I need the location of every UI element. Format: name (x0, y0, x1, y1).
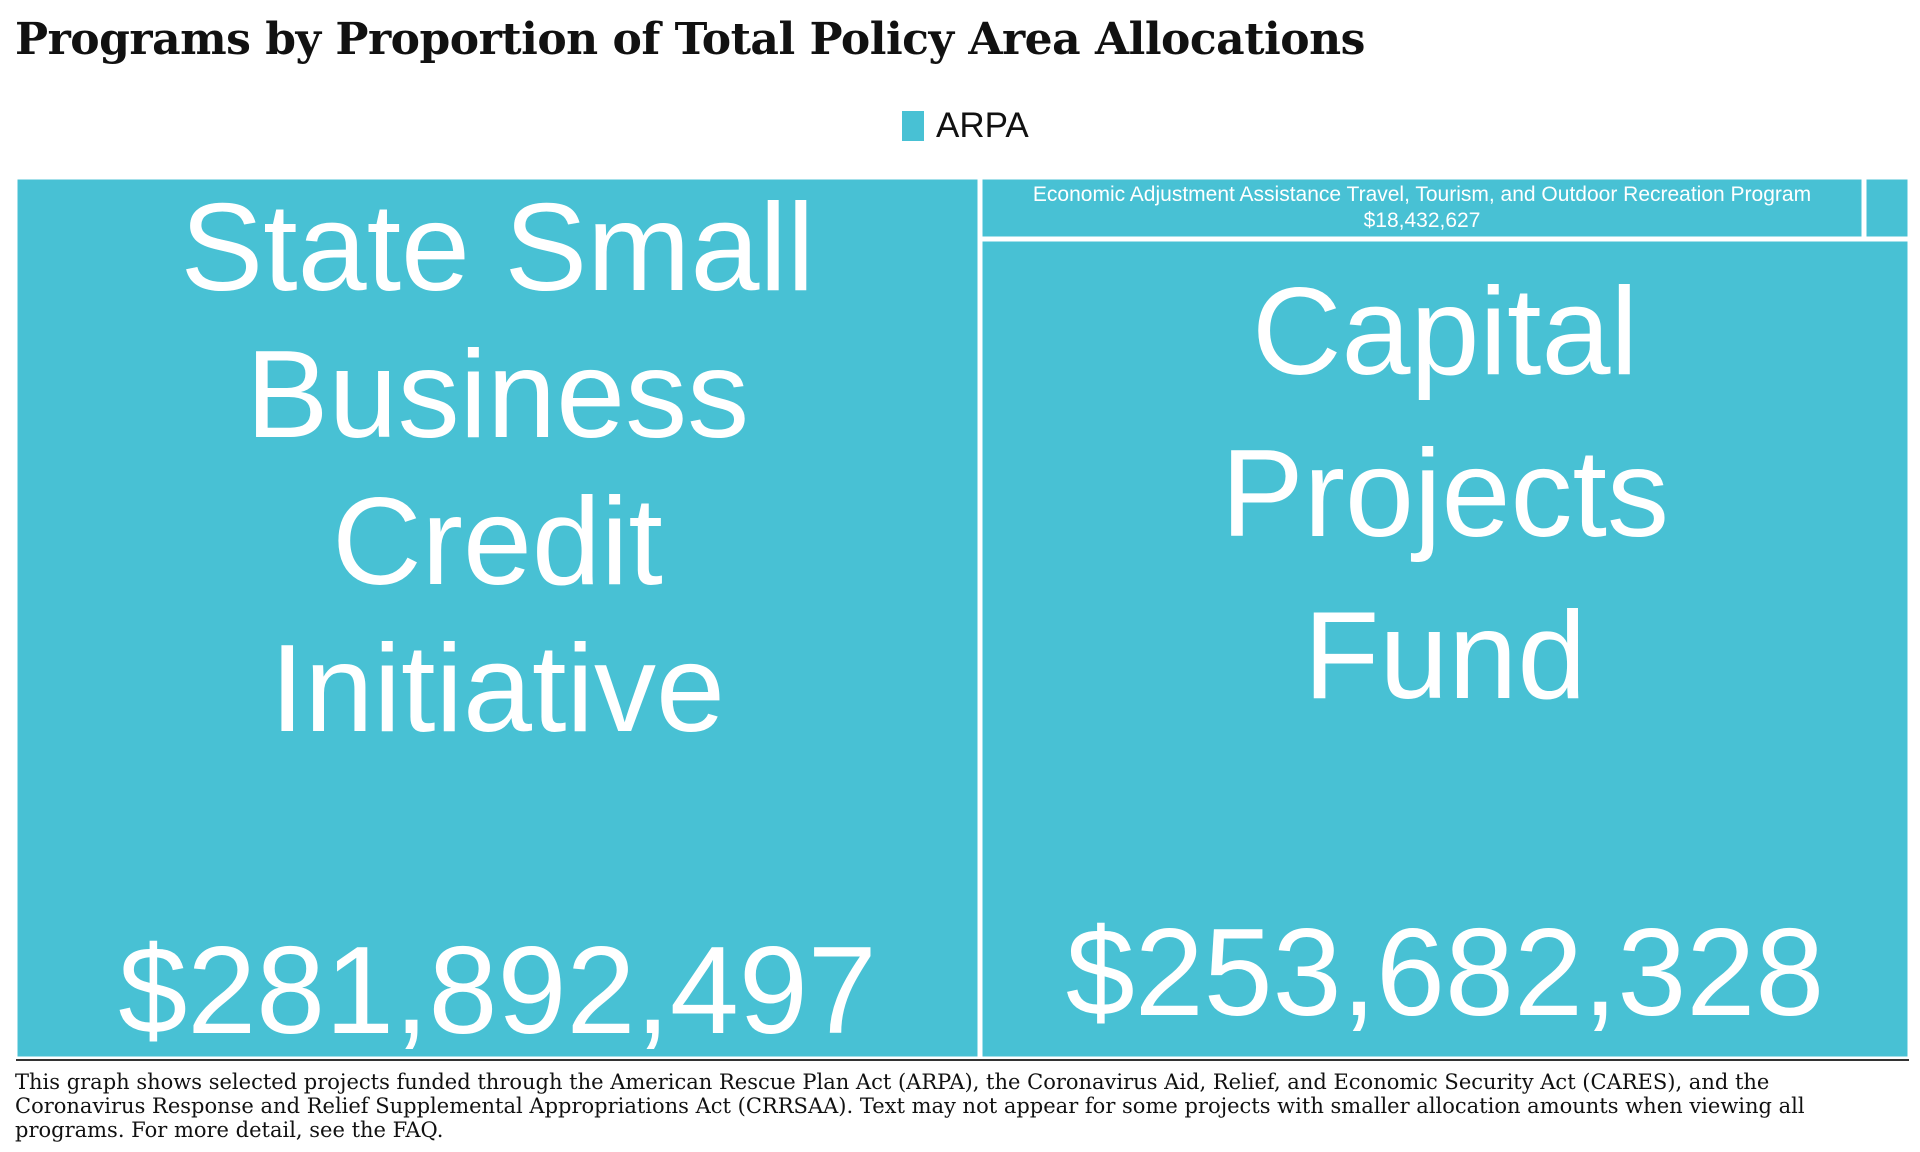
tile-label-line: Initiative (270, 620, 725, 758)
legend[interactable]: ARPA (902, 106, 1029, 146)
tile-economic-adjustment-assistance[interactable] (979, 178, 1865, 240)
tile-unlabeled[interactable] (1863, 178, 1909, 240)
tile-state-small-business-credit-initiative[interactable] (16, 178, 981, 1058)
tile-label-line: Credit (332, 473, 663, 611)
legend-label-arpa: ARPA (936, 106, 1029, 145)
footnote: This graph shows selected projects funde… (15, 1070, 1805, 1142)
chart-title: Programs by Proportion of Total Policy A… (15, 14, 1365, 65)
tile-label-line: State Small (180, 179, 814, 317)
chart-baseline (16, 1059, 1909, 1061)
tile-label-line: Business (246, 326, 749, 464)
tile-label-line: Fund (1304, 587, 1587, 725)
tile-value-economic-adjustment-assistance: $18,432,627 (1364, 209, 1481, 232)
tile-label-line: Projects (1221, 425, 1669, 563)
tile-label-economic-adjustment-assistance: Economic Adjustment Assistance Travel, T… (1033, 183, 1811, 206)
legend-swatch-arpa (902, 111, 924, 141)
tile-capital-projects-fund[interactable] (979, 238, 1909, 1058)
tile-value-capital-projects-fund: $253,682,328 (1066, 904, 1825, 1042)
tile-value-state-small-business-credit-initiative: $281,892,497 (118, 922, 877, 1058)
tile-label-line: Capital (1252, 263, 1638, 401)
